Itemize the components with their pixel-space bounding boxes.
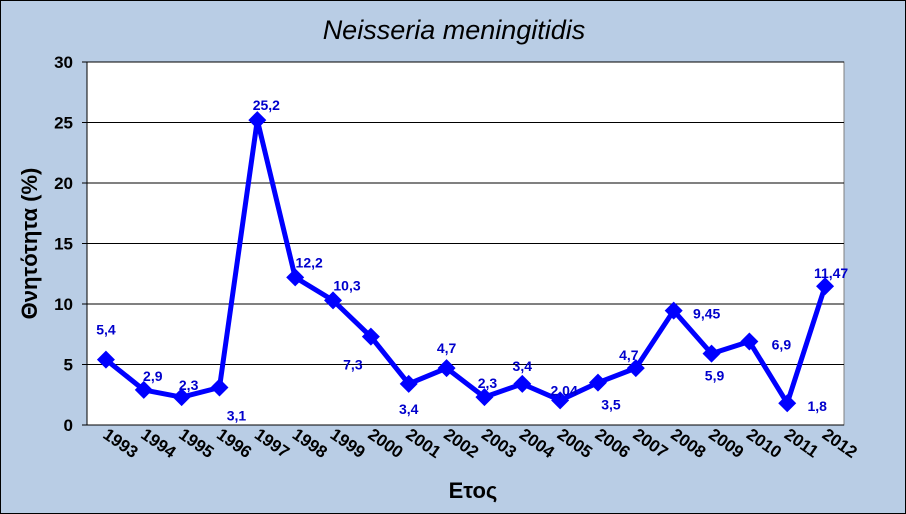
x-tick-label: 2005 <box>554 425 596 462</box>
data-label: 7,3 <box>343 357 363 373</box>
data-label: 11,47 <box>814 265 848 281</box>
data-label: 3,5 <box>601 397 621 413</box>
y-tick-label: 10 <box>54 295 73 314</box>
data-point-marker <box>778 394 797 413</box>
data-point-marker <box>437 359 456 378</box>
data-label: 3,4 <box>399 401 419 417</box>
data-point-marker <box>588 373 607 392</box>
series-line <box>104 117 828 406</box>
x-tick-label: 2009 <box>705 425 747 462</box>
data-point-marker <box>96 350 115 369</box>
x-tick-label: 1999 <box>327 425 369 462</box>
data-label: 25,2 <box>253 97 280 113</box>
data-label: 4,7 <box>619 347 639 363</box>
data-point-marker <box>816 277 835 296</box>
y-tick-label: 25 <box>54 114 73 133</box>
data-label: 3,4 <box>513 358 533 374</box>
data-point-marker <box>626 359 645 378</box>
gridlines <box>82 61 844 426</box>
data-labels: 5,4 2,9 2,3 3,1 25,2 12,2 10,3 7,3 3,4 4,7 2,3 3,4 2… <box>96 97 848 423</box>
data-point-marker <box>664 301 683 320</box>
y-axis-title: Θνητότητα (%) <box>17 168 42 320</box>
x-tick-label: 2010 <box>743 425 785 462</box>
x-tick-label: 2007 <box>630 425 672 462</box>
data-point-marker <box>248 111 267 130</box>
x-tick-label: 2006 <box>592 425 634 462</box>
x-tick-label: 2004 <box>516 425 558 463</box>
data-label: 2,9 <box>143 368 163 384</box>
data-label: 5,4 <box>96 322 116 338</box>
data-label: 1,8 <box>807 398 827 414</box>
y-tick-label: 5 <box>64 356 73 375</box>
chart-title: Neisseria meningitidis <box>322 15 586 45</box>
x-tick-label: 2003 <box>478 425 520 462</box>
x-tick-label: 2002 <box>440 425 482 462</box>
data-point-marker <box>361 327 380 346</box>
data-point-marker <box>702 344 721 363</box>
data-point-marker <box>399 374 418 393</box>
data-label: 12,2 <box>296 254 323 270</box>
data-label: 6,9 <box>772 337 792 353</box>
data-label: 3,1 <box>227 407 247 423</box>
x-tick-label: 1993 <box>100 425 142 462</box>
x-tick-label: 2000 <box>365 425 407 462</box>
x-tick-label: 1996 <box>213 425 255 462</box>
data-label: 9,45 <box>693 306 720 322</box>
y-tick-label: 20 <box>54 174 73 193</box>
data-label: 2,04 <box>551 382 578 398</box>
x-tick-label: 2012 <box>819 425 861 462</box>
x-tick-label: 1998 <box>289 425 331 462</box>
y-tick-label: 15 <box>54 235 73 254</box>
x-tick-label: 1995 <box>175 425 217 462</box>
y-tick-label: 0 <box>64 416 73 435</box>
data-label: 2,3 <box>179 377 199 393</box>
data-point-marker <box>324 291 343 310</box>
data-point-marker <box>210 378 229 397</box>
data-label: 5,9 <box>705 368 725 384</box>
data-point-marker <box>172 388 191 407</box>
x-tick-label: 1997 <box>251 425 293 462</box>
data-markers <box>96 111 835 413</box>
data-point-marker <box>551 391 570 410</box>
data-point-marker <box>475 388 494 407</box>
data-label: 2,3 <box>478 375 498 391</box>
x-tick-label: 2011 <box>781 425 822 462</box>
data-point-marker <box>513 374 532 393</box>
data-point-marker <box>286 268 305 287</box>
x-tick-label: 2008 <box>667 425 709 462</box>
x-tick-label: 2001 <box>402 425 444 462</box>
x-axis-title: Ετος <box>449 478 498 503</box>
x-tick-label: 1994 <box>137 425 179 463</box>
data-point-marker <box>740 332 759 351</box>
data-label: 4,7 <box>437 340 457 356</box>
y-axis-ticks: 0 5 10 15 20 25 30 <box>54 53 73 435</box>
y-tick-label: 30 <box>54 53 73 72</box>
data-label: 10,3 <box>333 277 360 293</box>
x-axis-ticks: 1993199419951996199719981999200020012002… <box>100 425 861 463</box>
data-point-marker <box>134 380 153 399</box>
